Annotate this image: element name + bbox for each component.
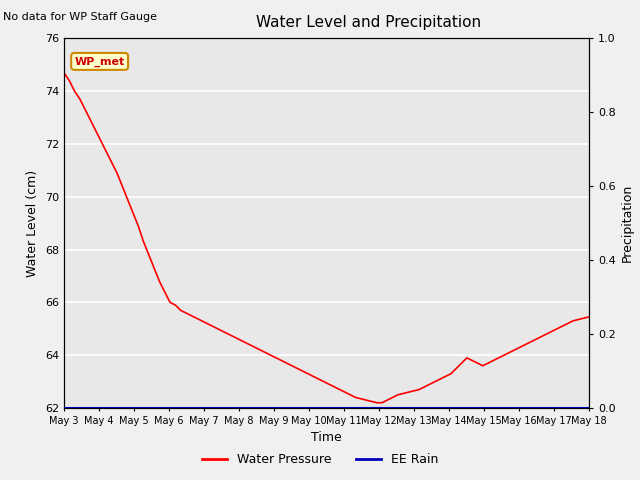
- Title: Water Level and Precipitation: Water Level and Precipitation: [256, 15, 481, 30]
- Text: WP_met: WP_met: [74, 56, 125, 67]
- Y-axis label: Precipitation: Precipitation: [621, 184, 634, 263]
- Legend: Water Pressure, EE Rain: Water Pressure, EE Rain: [196, 448, 444, 471]
- X-axis label: Time: Time: [311, 431, 342, 444]
- Text: No data for WP Staff Gauge: No data for WP Staff Gauge: [3, 12, 157, 22]
- Y-axis label: Water Level (cm): Water Level (cm): [26, 169, 39, 277]
